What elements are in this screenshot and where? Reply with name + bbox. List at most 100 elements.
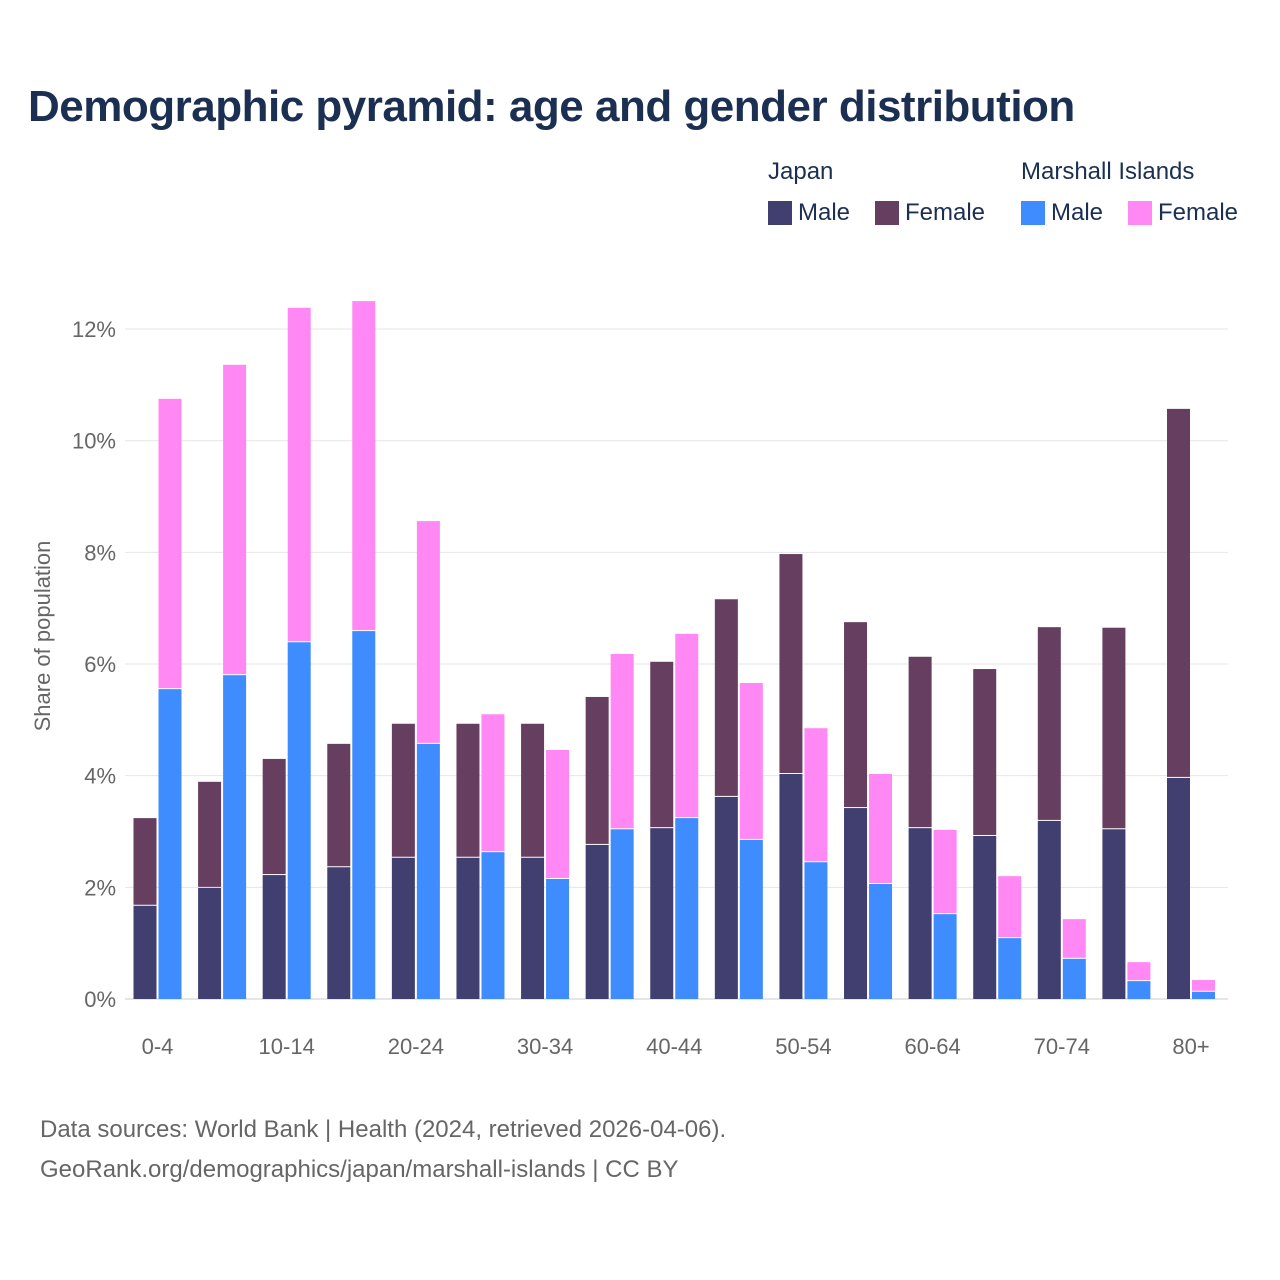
chart-title: Demographic pyramid: age and gender dist… (28, 82, 1075, 131)
bar-japan-male (973, 835, 997, 999)
bar-japan-male (1037, 820, 1061, 999)
bar-marshall-islands-female (223, 364, 247, 675)
bar-marshall-islands-female (546, 749, 570, 878)
bar-marshall-islands-male (287, 642, 311, 999)
x-tick-label: 50-54 (775, 1034, 831, 1059)
x-tick-label: 80+ (1172, 1034, 1209, 1059)
legend-label: Female (1158, 199, 1239, 226)
bar-japan-female (973, 669, 997, 835)
bar-marshall-islands-female (739, 683, 763, 839)
bar-marshall-islands-male (675, 818, 699, 999)
bar-marshall-islands-female (869, 774, 893, 883)
bar-japan-male (521, 857, 545, 999)
bar-japan-male (391, 857, 415, 999)
bar-marshall-islands-female (416, 521, 440, 743)
bar-marshall-islands-male (739, 839, 763, 999)
x-tick-label: 30-34 (517, 1034, 573, 1059)
y-tick-label: 6% (84, 652, 116, 677)
bar-japan-female (456, 723, 480, 857)
bar-japan-female (262, 758, 286, 875)
legend-group-marshall-islands: Marshall Islands (1021, 158, 1195, 185)
x-tick-label: 0-4 (142, 1034, 174, 1059)
legend-group-japan: Japan (768, 158, 834, 185)
bar-japan-male (844, 808, 868, 999)
bar-japan-male (327, 867, 351, 999)
bar-japan-female (844, 622, 868, 808)
bar-japan-male (1102, 829, 1126, 999)
bar-japan-male (1167, 777, 1190, 999)
legend-marshall-female: Female (1128, 199, 1238, 227)
bar-marshall-islands-male (416, 743, 440, 999)
legend-swatch (1128, 201, 1152, 225)
bar-japan-male (908, 828, 932, 999)
bar-japan-female (908, 656, 932, 828)
bar-marshall-islands-male (481, 852, 505, 999)
x-tick-label: 10-14 (259, 1034, 315, 1059)
bar-japan-male (585, 844, 609, 999)
legend-label: Male (1051, 199, 1104, 226)
x-tick-label: 60-64 (904, 1034, 960, 1059)
y-tick-label: 4% (84, 764, 116, 789)
bar-marshall-islands-male (1192, 991, 1215, 999)
bar-japan-female (1102, 627, 1126, 829)
bar-marshall-islands-male (546, 878, 570, 999)
legend-swatch (768, 201, 792, 225)
bar-japan-female (327, 743, 351, 867)
legend-marshall-male: Male (1021, 199, 1103, 227)
bar-japan-male (456, 857, 480, 999)
y-axis-label: Share of population (30, 541, 55, 732)
bar-marshall-islands-female (804, 728, 828, 862)
footer-sources: Data sources: World Bank | Health (2024,… (40, 1116, 727, 1143)
bar-marshall-islands-female (481, 714, 505, 852)
bar-marshall-islands-male (804, 862, 828, 999)
bar-marshall-islands-male (610, 829, 634, 999)
y-tick-label: 8% (84, 540, 116, 565)
bar-japan-female (650, 661, 674, 828)
bar-japan-female (1037, 627, 1061, 820)
y-tick-label: 0% (84, 987, 116, 1012)
bar-marshall-islands-female (1062, 919, 1086, 958)
legend-japan-male: Male (768, 199, 850, 227)
bar-japan-female (198, 781, 222, 887)
bar-marshall-islands-male (1127, 981, 1151, 999)
bar-marshall-islands-male (933, 914, 957, 999)
bar-japan-male (779, 774, 803, 999)
bar-marshall-islands-male (158, 689, 182, 999)
legend-label: Male (798, 199, 851, 226)
legend-swatch (875, 201, 899, 225)
bar-marshall-islands-male (1062, 958, 1086, 999)
bar-marshall-islands-female (998, 876, 1022, 938)
bar-marshall-islands-female (675, 633, 699, 818)
bar-japan-female (391, 723, 415, 857)
bar-japan-female (521, 723, 545, 857)
x-tick-label: 70-74 (1034, 1034, 1090, 1059)
bar-japan-female (1167, 408, 1190, 777)
x-tick-label: 40-44 (646, 1034, 702, 1059)
x-tick-label: 20-24 (388, 1034, 444, 1059)
bar-marshall-islands-female (1127, 962, 1151, 981)
legend-japan-female: Female (875, 199, 985, 227)
bar-japan-female (133, 818, 157, 905)
bar-marshall-islands-female (610, 653, 634, 829)
legend-label: Female (905, 199, 986, 226)
bar-marshall-islands-male (869, 883, 893, 999)
bar-marshall-islands-male (998, 938, 1022, 999)
y-tick-label: 2% (84, 875, 116, 900)
bar-japan-male (133, 905, 157, 999)
bar-japan-male (262, 875, 286, 999)
bar-japan-male (714, 796, 738, 999)
bar-marshall-islands-female (158, 398, 182, 689)
bar-japan-male (650, 828, 674, 999)
bar-marshall-islands-male (352, 631, 376, 999)
bar-japan-female (714, 599, 738, 796)
bar-marshall-islands-female (352, 301, 376, 631)
bar-japan-female (779, 554, 803, 774)
bar-japan-female (585, 696, 609, 844)
bar-marshall-islands-female (1192, 980, 1215, 991)
bar-marshall-islands-female (287, 307, 311, 642)
y-tick-label: 10% (72, 429, 116, 454)
legend-swatch (1021, 201, 1045, 225)
bar-marshall-islands-male (223, 675, 247, 999)
bar-japan-male (198, 887, 222, 999)
